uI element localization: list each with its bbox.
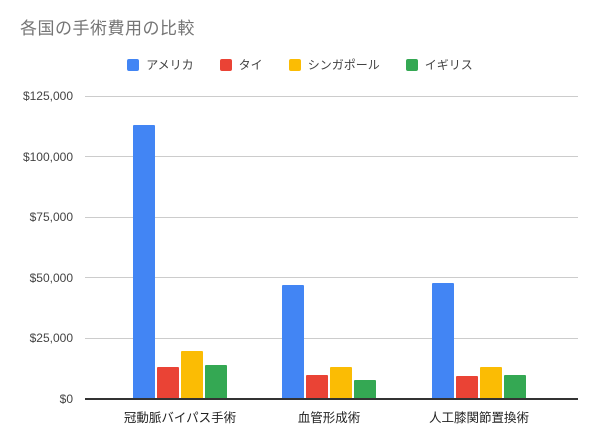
y-axis-tick-label: $50,000 — [29, 270, 73, 285]
bar-アメリカ-人工膝関節置換術[interactable] — [432, 283, 454, 399]
bar-イギリス-冠動脈バイパス手術[interactable] — [205, 365, 227, 399]
bar-タイ-冠動脈バイパス手術[interactable] — [157, 367, 179, 399]
bar-イギリス-人工膝関節置換術[interactable] — [504, 375, 526, 399]
legend-label: シンガポール — [307, 58, 380, 72]
plot-area: $0 $25,000 $50,000 $75,000 $100,000 $125,000 冠… — [23, 89, 578, 425]
bar-シンガポール-冠動脈バイパス手術[interactable] — [181, 351, 203, 399]
x-axis-line — [85, 398, 578, 400]
legend-item: イギリス — [405, 56, 473, 73]
bar-シンガポール-血管形成術[interactable] — [330, 367, 352, 399]
gridline — [85, 156, 578, 158]
x-axis-category-label: 人工膝関節置換術 — [428, 411, 530, 425]
y-axis-tick-label: $75,000 — [29, 210, 73, 225]
bar-タイ-血管形成術[interactable] — [306, 375, 328, 399]
y-axis-tick-label: $125,000 — [22, 89, 73, 103]
legend-item: アメリカ — [127, 56, 194, 73]
gridline — [85, 337, 578, 339]
y-axis-tick-label: $25,000 — [29, 331, 73, 346]
legend-label: イギリス — [424, 58, 473, 72]
legend-color-swatch-icon — [127, 58, 140, 71]
legend-item: シンガポール — [288, 56, 380, 73]
bar-イギリス-血管形成術[interactable] — [354, 380, 376, 399]
gridline — [85, 216, 578, 218]
x-axis-category-label: 血管形成術 — [297, 411, 361, 425]
bar-アメリカ-冠動脈バイパス手術[interactable] — [133, 125, 155, 399]
bar-タイ-人工膝関節置換術[interactable] — [456, 376, 478, 399]
chart-legend: アメリカ タイ シンガポール イギリス — [0, 56, 600, 73]
legend-color-swatch-icon — [288, 58, 301, 71]
bar-アメリカ-血管形成術[interactable] — [282, 285, 304, 399]
x-axis-category-label: 冠動脈バイパス手術 — [123, 411, 237, 425]
legend-label: アメリカ — [146, 58, 194, 72]
chart-title: 各国の手術費用の比較 — [20, 19, 195, 38]
y-axis-tick-label: $100,000 — [22, 149, 73, 164]
legend-color-swatch-icon — [405, 58, 418, 71]
legend-item: タイ — [219, 56, 263, 73]
legend-label: タイ — [238, 58, 263, 72]
y-axis-tick-label: $0 — [59, 392, 73, 406]
bar-シンガポール-人工膝関節置換術[interactable] — [480, 367, 502, 399]
gridline — [85, 95, 578, 97]
gridline — [85, 277, 578, 279]
legend-color-swatch-icon — [219, 58, 232, 71]
